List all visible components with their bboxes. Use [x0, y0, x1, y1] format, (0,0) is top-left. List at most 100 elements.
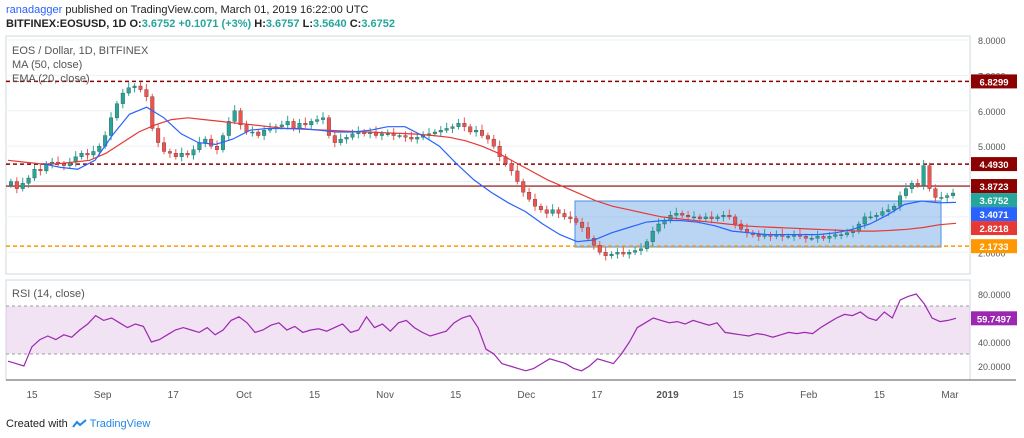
candle-body	[739, 223, 744, 230]
candle-body	[415, 137, 420, 140]
author-link[interactable]: ranadagger	[6, 4, 63, 16]
candle-body	[297, 123, 302, 129]
candle-body	[703, 216, 708, 219]
candle-body	[20, 183, 25, 189]
candle-body	[38, 169, 43, 172]
candle-body	[697, 216, 702, 219]
candle-body	[215, 146, 220, 150]
candle-body	[874, 215, 879, 218]
candle-body	[909, 183, 914, 189]
candle-body	[603, 252, 608, 256]
candle-body	[356, 131, 361, 134]
x-tick-label: 15	[733, 390, 745, 401]
candle-body	[450, 126, 455, 129]
published-text: published on TradingView.com, March 01, …	[65, 4, 369, 16]
close-value: 3.6752	[361, 18, 395, 30]
candle-body	[633, 250, 638, 253]
candle-body	[809, 238, 814, 240]
price-label-text: 6.8299	[979, 77, 1008, 88]
candle-body	[197, 142, 202, 150]
price-label-text: 2.1733	[979, 242, 1008, 253]
candle-body	[538, 206, 543, 210]
candle-body	[303, 123, 308, 126]
candle-body	[144, 89, 149, 97]
price-label-badge	[971, 239, 1017, 254]
high-value: 3.6757	[265, 18, 300, 30]
candle-body	[109, 117, 114, 136]
candle-body	[203, 138, 208, 143]
candle-body	[391, 133, 396, 136]
candle-body	[527, 192, 532, 200]
candle-body	[173, 153, 178, 157]
candle-body	[350, 133, 355, 138]
rsi-line	[7, 293, 957, 372]
open-label: O:	[129, 18, 142, 30]
x-tick-label: 17	[168, 390, 180, 401]
candle-body	[97, 146, 102, 152]
candle-body	[597, 245, 602, 253]
x-tick-label: Sep	[94, 390, 112, 401]
candle-body	[951, 192, 956, 196]
publish-line: ranadagger published on TradingView.com,…	[6, 3, 368, 17]
candle-body	[621, 252, 626, 255]
candle-body	[291, 121, 296, 129]
candle-body	[644, 241, 649, 249]
candle-body	[385, 133, 390, 135]
candle-body	[880, 211, 885, 216]
x-tick-label: Feb	[800, 390, 818, 401]
candle-body	[915, 183, 920, 186]
price-label-text: 2.8218	[979, 224, 1008, 235]
candle-body	[485, 135, 490, 140]
candle-body	[468, 126, 473, 133]
candle-body	[803, 236, 808, 239]
close-label: C:	[349, 18, 362, 30]
candle-body	[480, 130, 484, 136]
candle-body	[279, 124, 284, 127]
candle-body	[26, 177, 31, 184]
price-tick-label: 6.0000	[978, 107, 1006, 117]
candle-body	[556, 209, 561, 214]
rsi-value-text: 59.7497	[977, 314, 1011, 325]
ma50-line	[7, 117, 957, 232]
candle-body	[580, 222, 585, 228]
candle-body	[403, 135, 408, 138]
x-tick-label: 2019	[656, 390, 679, 401]
candle-body	[815, 236, 820, 239]
ema20-line	[43, 106, 957, 243]
candle-body	[150, 96, 155, 129]
tradingview-link[interactable]: TradingView	[71, 416, 150, 432]
candle-body	[550, 209, 555, 214]
candle-body	[332, 135, 337, 143]
candle-body	[627, 252, 632, 255]
ohlc-line: BITFINEX:EOSUSD, 1D O:3.6752 +0.1071 (+3…	[6, 17, 395, 31]
candle-body	[209, 138, 214, 147]
candle-body	[438, 130, 443, 133]
candle-body	[409, 137, 414, 140]
candle-body	[8, 181, 13, 186]
rsi-tick-label: 40.0000	[978, 338, 1011, 348]
rsi-value-badge	[971, 311, 1017, 326]
candle-body	[892, 206, 897, 210]
candle-body	[721, 215, 726, 218]
candle-body	[250, 131, 255, 134]
candle-body	[32, 169, 37, 179]
candle-body	[680, 213, 685, 216]
candle-body	[191, 149, 196, 156]
candle-body	[156, 128, 161, 143]
candle-body	[338, 138, 343, 143]
chart-title: EOS / Dollar, 1D, BITFINEX	[12, 45, 149, 57]
price-label-badge	[971, 221, 1017, 236]
change-value: +0.1071 (+3%)	[178, 18, 252, 30]
candle-body	[674, 213, 679, 216]
candle-body	[226, 121, 231, 136]
high-label: H:	[254, 18, 266, 30]
candle-body	[727, 215, 732, 218]
candle-body	[821, 236, 826, 239]
candle-body	[379, 133, 384, 136]
candle-body	[120, 92, 125, 104]
consolidation-range-box	[574, 200, 942, 248]
candle-body	[568, 216, 573, 219]
candle-body	[591, 238, 596, 246]
candle-body	[321, 117, 325, 120]
